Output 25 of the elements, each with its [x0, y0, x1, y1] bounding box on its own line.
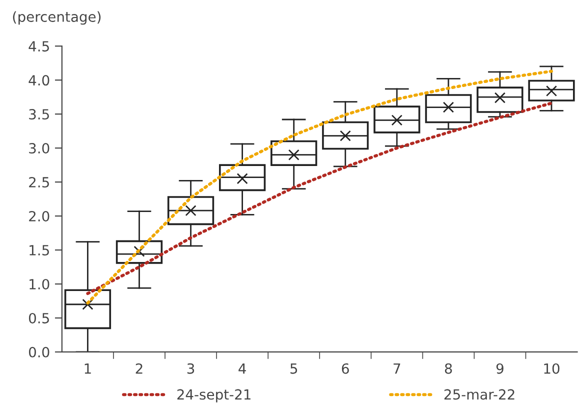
x-tick-label: 2 — [136, 363, 142, 374]
y-axis-title: (percentage) — [13, 11, 101, 25]
y-tick-label: 1.0 — [30, 278, 50, 290]
line-series — [86, 102, 554, 296]
x-tick-label: 4 — [238, 364, 246, 374]
legend-label: 24-sept-21 — [177, 389, 250, 402]
y-tick-label: 1.5 — [30, 245, 49, 256]
y-tick-label: 4.5 — [28, 41, 49, 52]
x-tick-label: 8 — [444, 363, 452, 374]
x-tick-label: 7 — [394, 364, 400, 374]
x-tick-label: 5 — [290, 364, 298, 374]
y-tick-label: 0.5 — [28, 312, 49, 324]
legend-label: 25-mar-22 — [444, 389, 514, 400]
y-tick-label: 3.0 — [29, 143, 50, 154]
y-tick-label: 3.5 — [29, 109, 49, 120]
x-tick-label: 1 — [84, 364, 91, 374]
x-tick-label: 3 — [187, 363, 194, 374]
x-tick-label: 10 — [544, 363, 560, 374]
x-tick-label: 6 — [342, 363, 349, 374]
y-tick-label: 2.0 — [29, 210, 50, 222]
x-tick-label: 9 — [496, 363, 504, 374]
line-series — [86, 70, 554, 305]
y-tick-label: 0.0 — [28, 346, 50, 358]
y-tick-label: 2.5 — [29, 177, 49, 188]
y-tick-label: 4.0 — [28, 75, 50, 86]
